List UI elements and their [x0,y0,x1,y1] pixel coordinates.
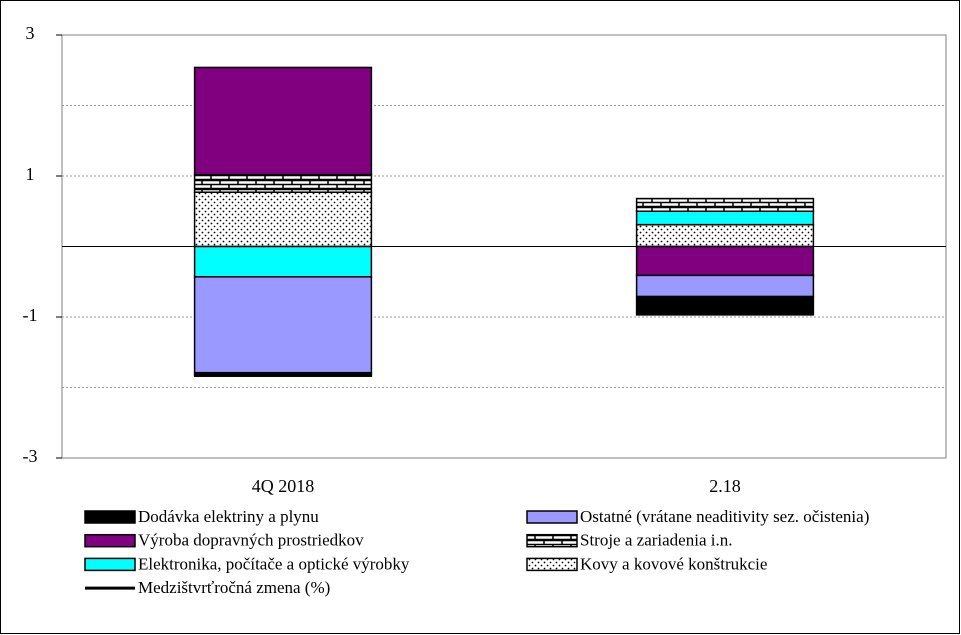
legend-swatch [526,510,578,524]
y-tick-label: 3 [26,23,35,43]
y-tick-label: -1 [23,305,38,325]
bar-segment [635,210,815,226]
x-tick-label: 4Q 2018 [252,476,315,496]
bar-segment [193,191,373,248]
legend-swatch [84,533,136,548]
legend-swatch [84,557,136,572]
bar-segment [193,276,373,374]
legend-label: Ostatné (vrátane neaditivity sez. očiste… [580,507,869,526]
legend-swatch [84,510,136,524]
legend-label: Elektronika, počítače a optické výrobky [138,554,410,573]
bar-segment [193,245,373,278]
legend-swatch [526,533,578,548]
bar-segment [635,245,815,277]
legend-label: Dodávka elektriny a plynu [138,507,319,526]
x-tick-label: 2.18 [709,476,741,496]
bar-segment [635,223,815,248]
bar-segment [635,274,815,298]
bar-segment [635,197,815,212]
y-tick-label: -3 [23,446,38,466]
bar-segment [193,173,373,193]
legend-label: Stroje a zariadenia i.n. [580,531,732,550]
legend-label: Výroba dopravných prostriedkov [138,531,364,550]
bar-segment [193,371,373,377]
legend-swatch [526,557,578,572]
bar-segment [193,66,373,176]
bar-segment [635,295,815,316]
legend-label: Medzištvrťročná zmena (%) [138,578,330,597]
y-tick-label: 1 [26,164,35,184]
legend-label: Kovy a kovové konštrukcie [580,554,767,573]
